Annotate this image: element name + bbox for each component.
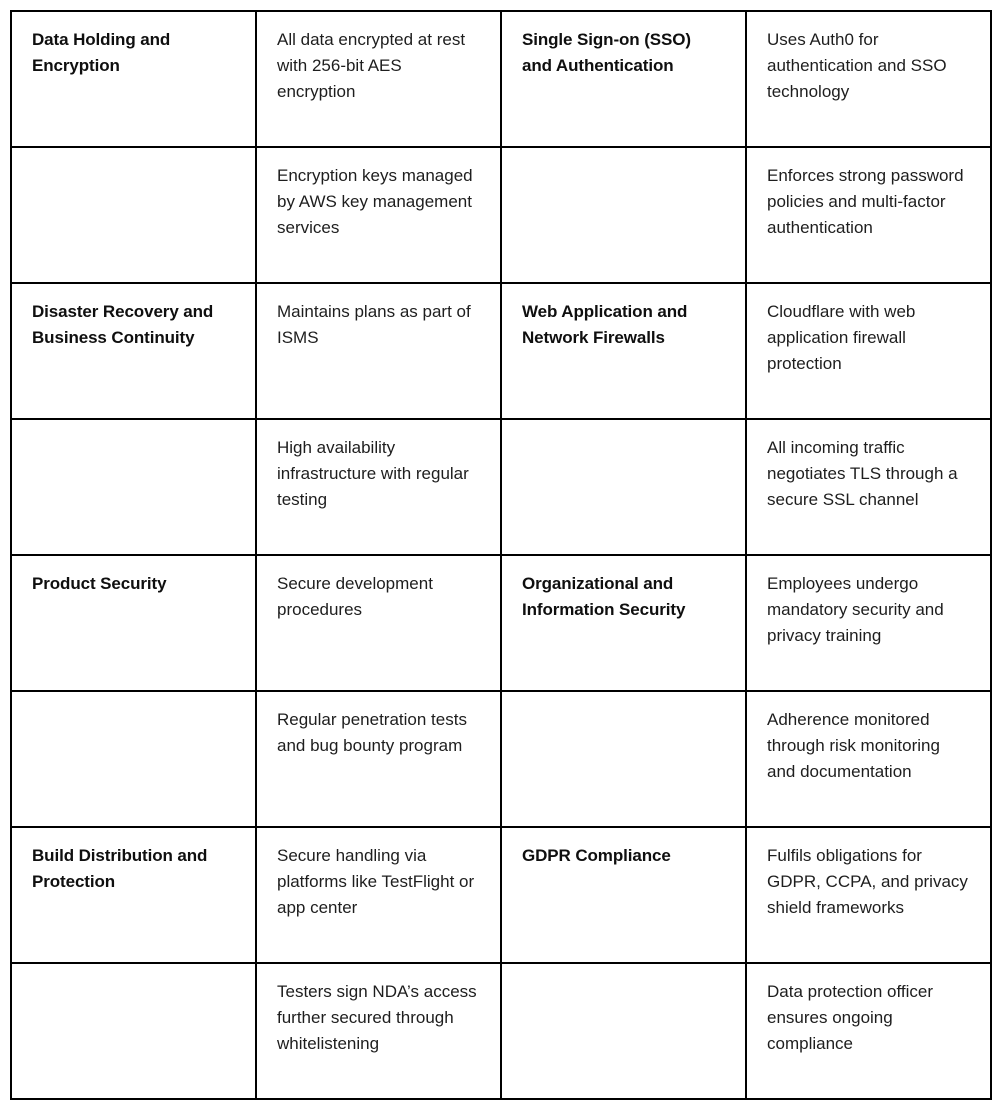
category-cell: GDPR Compliance (500, 826, 747, 964)
category-cell: Product Security (10, 554, 257, 692)
detail-cell (10, 690, 257, 828)
table-row: Product Security Secure development proce… (10, 554, 992, 692)
detail-cell: Data protection officer ensures ongoing … (745, 962, 992, 1100)
detail-cell: Employees undergo mandatory security and… (745, 554, 992, 692)
detail-cell: Maintains plans as part of ISMS (255, 282, 502, 420)
table-row: Build Distribution and Protection Secure … (10, 826, 992, 964)
table-row: Regular penetration tests and bug bounty… (10, 690, 992, 828)
detail-cell: Regular penetration tests and bug bounty… (255, 690, 502, 828)
category-cell: Data Holding and Encryption (10, 10, 257, 148)
detail-cell (10, 146, 257, 284)
table-row: High availability infrastructure with re… (10, 418, 992, 556)
security-overview-table: Data Holding and Encryption All data encr… (10, 10, 992, 1100)
category-cell: Web Application and Network Firewalls (500, 282, 747, 420)
category-cell: Organizational and Information Security (500, 554, 747, 692)
detail-cell: Enforces strong password policies and mu… (745, 146, 992, 284)
detail-cell: Encryption keys managed by AWS key manag… (255, 146, 502, 284)
detail-cell (500, 962, 747, 1100)
detail-cell: Uses Auth0 for authentication and SSO te… (745, 10, 992, 148)
detail-cell: Secure handling via platforms like TestF… (255, 826, 502, 964)
detail-cell (10, 418, 257, 556)
table-body: Data Holding and Encryption All data encr… (10, 10, 992, 1100)
detail-cell: Fulfils obligations for GDPR, CCPA, and … (745, 826, 992, 964)
category-cell: Build Distribution and Protection (10, 826, 257, 964)
detail-cell: Testers sign NDA’s access further secure… (255, 962, 502, 1100)
category-cell: Disaster Recovery and Business Continuit… (10, 282, 257, 420)
category-cell: Single Sign-on (SSO) and Authentication (500, 10, 747, 148)
detail-cell: Cloudflare with web application firewall… (745, 282, 992, 420)
detail-cell (500, 146, 747, 284)
detail-cell (500, 418, 747, 556)
detail-cell: All incoming traffic negotiates TLS thro… (745, 418, 992, 556)
detail-cell (10, 962, 257, 1100)
detail-cell: High availability infrastructure with re… (255, 418, 502, 556)
detail-cell: All data encrypted at rest with 256-bit … (255, 10, 502, 148)
detail-cell: Adherence monitored through risk monitor… (745, 690, 992, 828)
table-row: Encryption keys managed by AWS key manag… (10, 146, 992, 284)
table-row: Disaster Recovery and Business Continuit… (10, 282, 992, 420)
detail-cell: Secure development procedures (255, 554, 502, 692)
table-row: Testers sign NDA’s access further secure… (10, 962, 992, 1100)
detail-cell (500, 690, 747, 828)
table-row: Data Holding and Encryption All data encr… (10, 10, 992, 148)
